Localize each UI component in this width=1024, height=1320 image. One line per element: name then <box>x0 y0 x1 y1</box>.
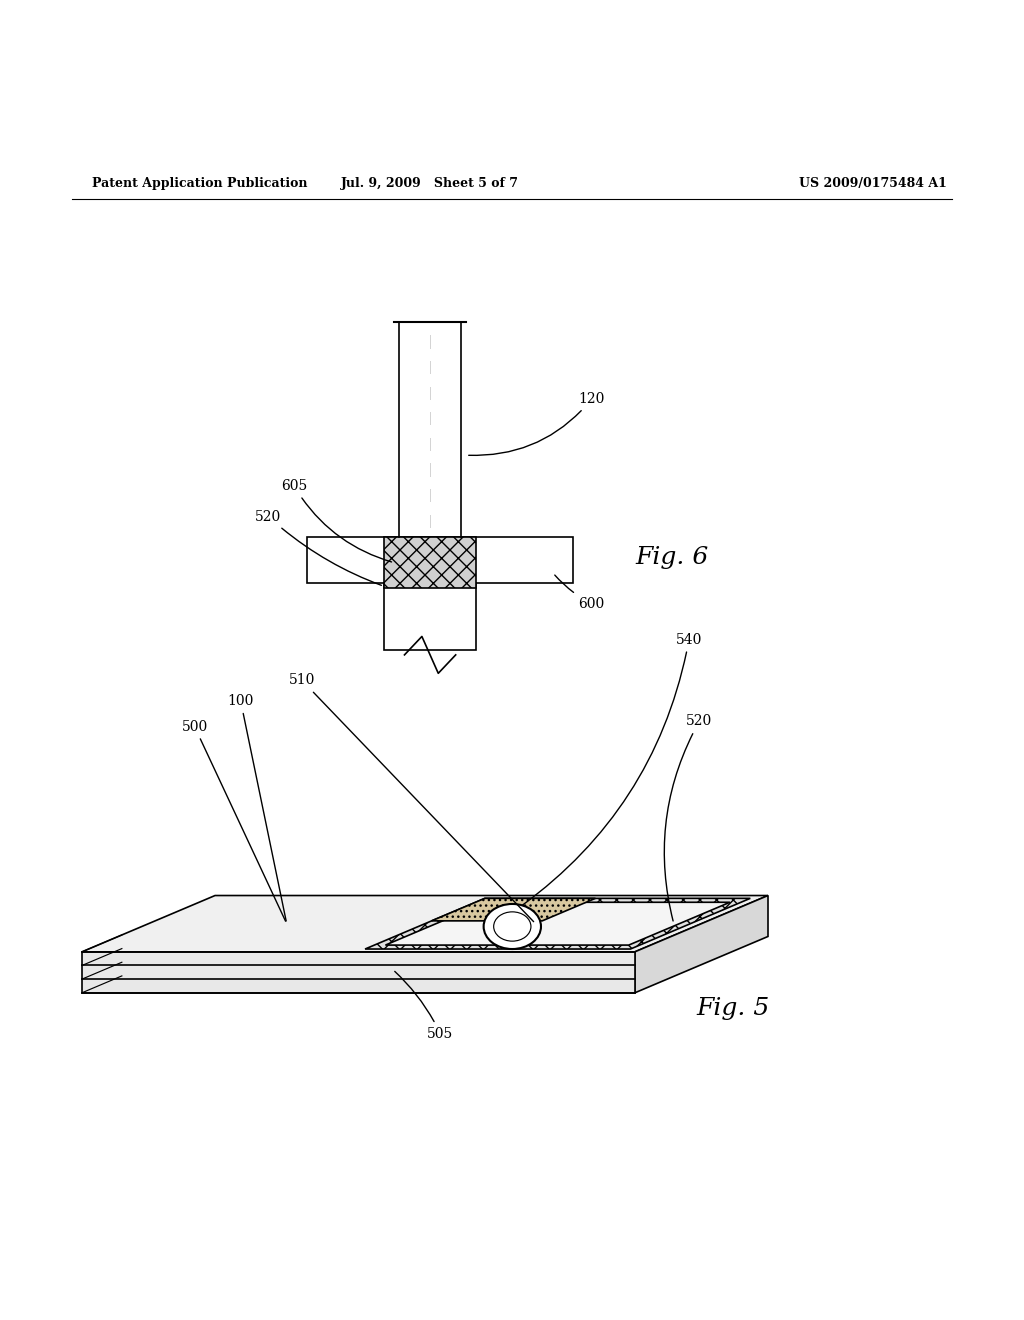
Ellipse shape <box>483 904 541 949</box>
Bar <box>384 583 476 649</box>
Bar <box>307 537 573 583</box>
Text: 100: 100 <box>227 694 286 921</box>
Text: 540: 540 <box>522 632 702 906</box>
Text: 605: 605 <box>281 479 391 562</box>
Polygon shape <box>385 903 730 945</box>
Bar <box>384 537 476 589</box>
Text: Jul. 9, 2009   Sheet 5 of 7: Jul. 9, 2009 Sheet 5 of 7 <box>341 177 519 190</box>
Polygon shape <box>82 895 768 952</box>
Text: Fig. 5: Fig. 5 <box>696 997 770 1019</box>
Text: 120: 120 <box>469 392 605 455</box>
Text: Patent Application Publication: Patent Application Publication <box>92 177 307 190</box>
Text: 510: 510 <box>289 673 534 921</box>
Text: 520: 520 <box>255 510 381 585</box>
Polygon shape <box>635 895 768 993</box>
Text: 505: 505 <box>395 972 454 1040</box>
Text: Fig. 6: Fig. 6 <box>635 546 709 569</box>
Text: 600: 600 <box>555 576 605 611</box>
Polygon shape <box>432 899 596 921</box>
Text: 520: 520 <box>665 714 713 921</box>
Text: 500: 500 <box>181 719 286 921</box>
Ellipse shape <box>494 912 531 941</box>
Polygon shape <box>82 952 635 993</box>
Text: US 2009/0175484 A1: US 2009/0175484 A1 <box>799 177 946 190</box>
Polygon shape <box>366 899 751 949</box>
